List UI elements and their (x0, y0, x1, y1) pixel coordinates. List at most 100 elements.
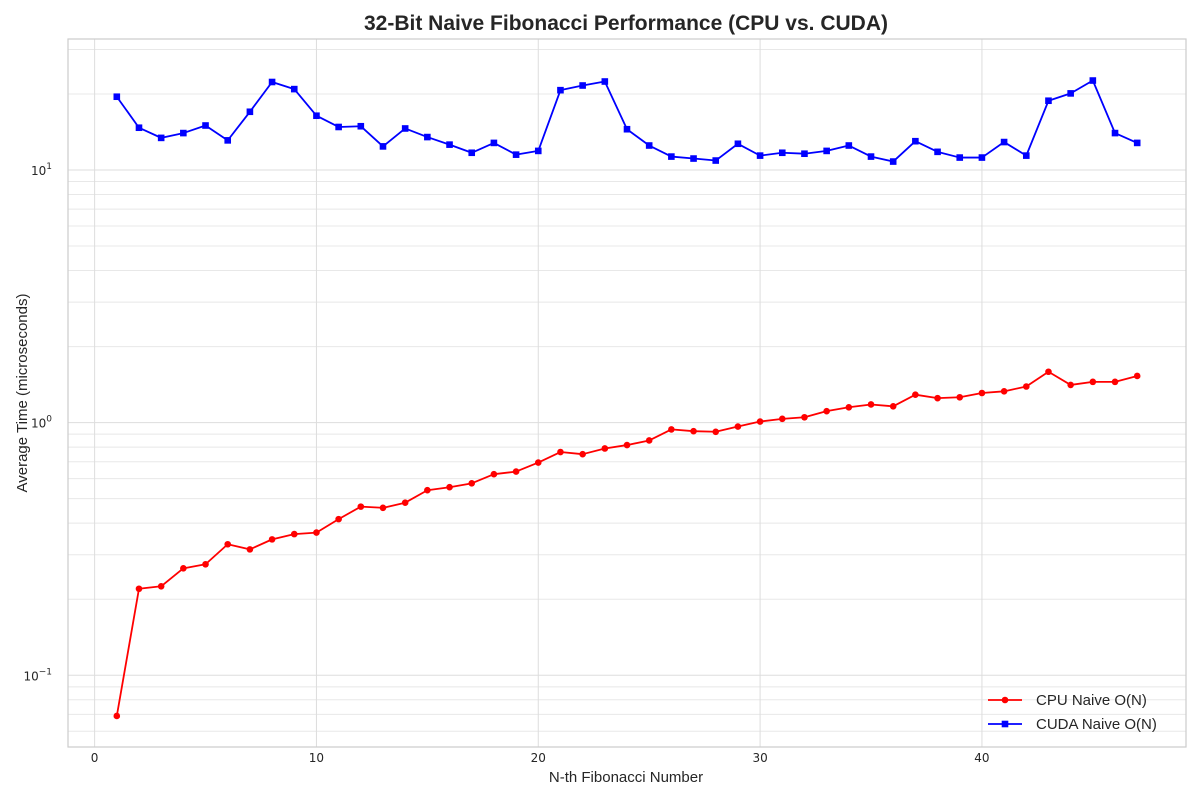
x-tick-label: 10 (309, 751, 324, 765)
cpu-data-point (756, 418, 764, 425)
cuda-data-point (424, 133, 431, 141)
cpu-data-point (468, 480, 476, 487)
x-tick-label: 0 (91, 751, 99, 765)
cpu-data-point (246, 546, 254, 553)
cpu-data-point (1089, 378, 1097, 386)
cpu-data-point (956, 393, 964, 401)
cpu-data-point (113, 712, 121, 720)
cuda-data-point (1089, 77, 1097, 84)
cuda-data-point (401, 125, 409, 132)
cpu-data-point (357, 503, 365, 510)
cpu-data-point (424, 486, 431, 494)
cuda-data-point (534, 147, 542, 155)
cpu-data-point (889, 403, 897, 410)
cuda-data-point (668, 153, 675, 160)
cuda-data-point (1067, 90, 1074, 97)
cuda-data-point (867, 153, 875, 160)
cuda-data-point (1045, 97, 1052, 105)
cpu-data-point (224, 540, 232, 548)
y-axis-label: Average Time (microseconds) (14, 294, 31, 493)
chart-title: 32-Bit Naive Fibonacci Performance (CPU … (364, 12, 888, 35)
cuda-data-point (135, 124, 143, 132)
tick-labels: 0 10 20 30 40 10−1 100 101 (23, 162, 989, 765)
cpu-data-point (490, 470, 498, 478)
plot-series (113, 77, 1141, 720)
cpu-data-point (268, 536, 276, 543)
cpu-data-point (401, 499, 409, 506)
cpu-data-point (934, 394, 941, 402)
x-tick-label: 20 (531, 751, 546, 765)
cpu-data-point (623, 441, 631, 449)
cuda-data-point (579, 82, 586, 89)
cuda-data-point (712, 157, 720, 164)
cuda-data-point (645, 142, 653, 149)
cpu-data-point (313, 529, 320, 536)
cpu-data-point (379, 504, 387, 512)
cpu-legend-label: CPU Naive O(N) (1036, 692, 1147, 709)
cpu-data-point (867, 401, 875, 408)
cuda-data-point (623, 125, 631, 133)
cuda-data-point (778, 149, 786, 157)
cuda-data-point (801, 150, 808, 158)
cpu-data-point (668, 426, 675, 433)
cuda-data-point (912, 137, 919, 145)
cuda-data-point (379, 143, 387, 150)
cpu-data-point (557, 448, 564, 456)
cuda-data-point (1022, 152, 1030, 159)
cuda-data-point (246, 108, 254, 116)
cpu-data-point (180, 565, 187, 572)
x-tick-label: 30 (752, 751, 767, 765)
cuda-data-point (1133, 139, 1141, 147)
cpu-data-point (912, 391, 919, 398)
cuda-series-line (116, 79, 1138, 163)
cuda-data-point (557, 86, 564, 94)
grid (68, 39, 1186, 747)
cpu-data-point (778, 415, 786, 423)
cpu-data-point (801, 413, 808, 421)
cuda-data-point (180, 129, 187, 137)
cpu-data-point (290, 530, 298, 538)
cuda-data-point (512, 151, 520, 158)
cpu-data-point (135, 585, 143, 593)
cpu-data-point (645, 437, 653, 444)
cuda-data-point (268, 78, 276, 86)
cuda-data-point (335, 123, 342, 131)
cuda-data-point (446, 141, 453, 148)
cuda-data-point (823, 147, 830, 155)
cuda-data-point (113, 93, 121, 101)
cuda-data-point (845, 142, 853, 149)
cuda-data-point (734, 140, 742, 148)
cuda-data-point (934, 148, 941, 156)
plot-frame (67, 38, 1187, 748)
cuda-data-point (202, 122, 209, 129)
cpu-data-point (1022, 383, 1030, 390)
y-tick-label: 10−1 (23, 667, 52, 683)
cpu-data-point (1067, 381, 1074, 389)
cuda-data-point (978, 154, 986, 161)
cpu-data-point (845, 403, 853, 411)
cpu-data-point (157, 582, 165, 590)
cpu-data-point (601, 445, 609, 452)
cuda-data-point (756, 152, 764, 159)
cuda-data-point (1111, 129, 1119, 137)
cpu-data-point (1111, 378, 1119, 386)
cuda-data-point (313, 112, 320, 120)
cpu-data-point (534, 459, 542, 466)
legend: CPU Naive O(N) CUDA Naive O(N) (988, 692, 1157, 733)
cuda-data-point (290, 85, 298, 93)
cpu-data-point (690, 427, 697, 435)
cuda-data-point (490, 139, 498, 147)
x-tick-label: 40 (974, 751, 989, 765)
cpu-data-point (579, 450, 586, 458)
cpu-legend-marker (1001, 696, 1009, 704)
cpu-data-point (1000, 388, 1008, 395)
cuda-legend-label: CUDA Naive O(N) (1036, 716, 1157, 733)
cuda-data-point (1000, 138, 1008, 146)
cuda-data-point (468, 149, 476, 157)
x-axis-label: N-th Fibonacci Number (549, 769, 703, 786)
cuda-data-point (956, 154, 964, 161)
cpu-data-point (734, 423, 742, 430)
cuda-data-point (224, 137, 232, 144)
